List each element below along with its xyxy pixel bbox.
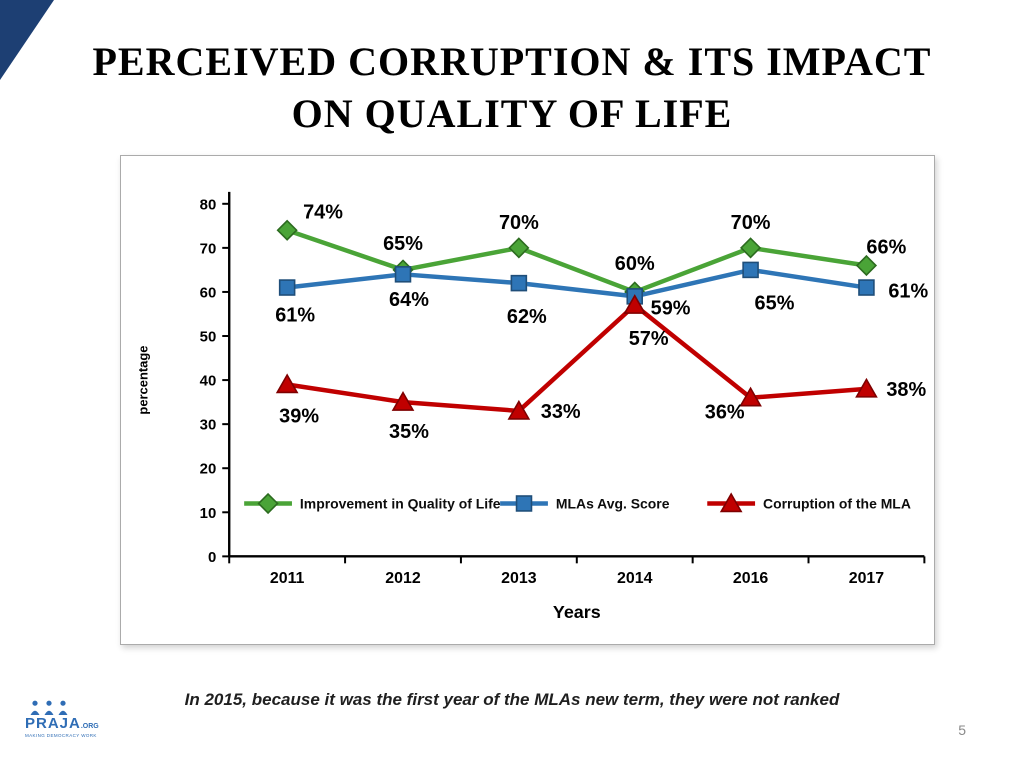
legend-label: MLAs Avg. Score	[556, 495, 670, 511]
y-tick-label: 40	[200, 373, 217, 390]
x-tick-label: 2017	[849, 570, 885, 587]
corner-triangle-decoration	[0, 0, 54, 80]
series-2: 39% 35% 33% 57% 36% 38%	[275, 294, 927, 443]
data-label: 62%	[507, 306, 547, 328]
data-label: 61%	[275, 304, 315, 326]
x-tick-label: 2013	[501, 570, 537, 587]
data-label: 70%	[731, 212, 771, 234]
y-tick-label: 0	[208, 549, 216, 566]
legend-item-0: Improvement in Quality of Life	[244, 492, 501, 515]
data-label: 61%	[888, 280, 928, 302]
data-label: 64%	[389, 289, 429, 311]
y-tick-label: 20	[200, 461, 217, 478]
footnote: In 2015, because it was the first year o…	[184, 690, 840, 709]
data-label: 36%	[705, 402, 745, 424]
logo-name-text: PRAJA	[25, 715, 81, 732]
data-label: 74%	[303, 201, 343, 223]
title-line-2: ON QUALITY OF LIFE	[291, 91, 733, 136]
data-label: 33%	[541, 401, 581, 423]
data-label: 65%	[383, 233, 423, 255]
y-tick-label: 10	[200, 505, 217, 522]
x-tick-label: 2011	[270, 570, 305, 587]
series-0: 74% 65% 70% 60% 70% 66%	[276, 201, 907, 303]
logo-name: PRAJA.ORG	[25, 716, 105, 732]
legend-label: Improvement in Quality of Life	[300, 495, 501, 511]
legend-item-1: MLAs Avg. Score	[500, 495, 670, 512]
y-axis-title: percentage	[136, 346, 151, 415]
data-label: 38%	[886, 379, 926, 401]
page-number: 5	[958, 722, 966, 738]
data-label: 60%	[615, 253, 655, 275]
x-tick-label: 2012	[385, 570, 421, 587]
title-line-1: PERCEIVED CORRUPTION & ITS IMPACT	[92, 39, 932, 84]
legend-item-2: Corruption of the MLA	[707, 492, 911, 513]
slide-title: PERCEIVED CORRUPTION & ITS IMPACT ON QUAL…	[0, 36, 1024, 140]
series-1: 61% 64% 62% 59% 65% 61%	[275, 261, 928, 328]
data-label: 66%	[866, 237, 906, 259]
legend: Improvement in Quality of Life MLAs Avg. …	[244, 492, 911, 515]
chart-svg: 0 10 20 30 40 50 60 70 80 2011 2012 2013 2014 2016 201…	[136, 191, 928, 622]
data-label: 70%	[499, 212, 539, 234]
data-label: 65%	[755, 293, 795, 315]
y-tick-label: 30	[200, 417, 217, 434]
x-tick-label: 2016	[733, 570, 769, 587]
x-tick-label: 2014	[617, 570, 653, 587]
legend-label: Corruption of the MLA	[763, 495, 911, 511]
praja-logo: PRAJA.ORG MAKING DEMOCRACY WORK	[25, 700, 105, 738]
logo-tagline: MAKING DEMOCRACY WORK	[25, 732, 97, 738]
data-label: 59%	[651, 297, 691, 319]
y-tick-label: 60	[200, 284, 217, 301]
logo-suffix-text: .ORG	[80, 723, 99, 730]
axes: 0 10 20 30 40 50 60 70 80 2011 2012 2013 2014 2016 201…	[136, 191, 926, 622]
chart-panel: 0 10 20 30 40 50 60 70 80 2011 2012 2013 2014 2016 201…	[120, 155, 935, 645]
logo-people-icon	[30, 700, 68, 715]
data-label: 57%	[629, 328, 669, 350]
x-axis-title: Years	[553, 602, 601, 622]
data-label: 39%	[279, 405, 319, 427]
y-tick-label: 70	[200, 240, 217, 257]
y-tick-label: 50	[200, 328, 217, 345]
data-label: 35%	[389, 421, 429, 443]
y-tick-label: 80	[200, 196, 217, 213]
